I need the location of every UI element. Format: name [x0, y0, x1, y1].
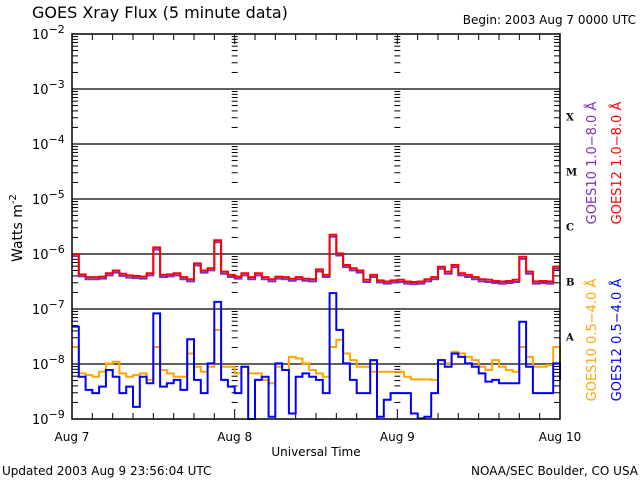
flare-class-a: A	[565, 333, 574, 344]
y-tick-exponent: −9	[49, 408, 65, 421]
y-axis-label-text: Watts m	[10, 204, 26, 262]
x-tick-label: Aug 8	[217, 430, 252, 444]
y-tick-base: 10	[32, 248, 49, 263]
legend-entry: GOES10 1.0−8.0 Å	[584, 102, 600, 225]
x-tick-label: Aug 9	[380, 430, 415, 444]
flare-class-x: X	[566, 113, 574, 124]
y-tick-base: 10	[32, 83, 49, 98]
legend-entry: GOES12 0.5−4.0 Å	[609, 279, 625, 402]
y-tick-exponent: −3	[49, 78, 65, 91]
x-tick-label: Aug 10	[539, 430, 582, 444]
y-tick-base: 10	[32, 28, 49, 43]
y-tick-label: 10−7	[32, 298, 65, 318]
y-tick-label: 10−5	[32, 188, 65, 208]
plot-frame	[71, 33, 561, 420]
axis-ticks	[72, 34, 560, 420]
grid-lines	[72, 88, 560, 365]
y-tick-exponent: −4	[49, 133, 65, 146]
begin-time: Begin: 2003 Aug 7 0000 UTC	[463, 13, 636, 27]
flare-class-c: C	[566, 223, 574, 234]
data-source: NOAA/SEC Boulder, CO USA	[471, 464, 639, 478]
y-tick-exponent: −5	[49, 188, 65, 201]
y-tick-labels: 10−210−310−410−510−610−710−810−9	[32, 23, 65, 428]
y-tick-label: 10−8	[32, 353, 65, 373]
y-tick-exponent: −7	[49, 298, 65, 311]
x-tick-label: Aug 7	[55, 430, 90, 444]
y-tick-base: 10	[32, 138, 49, 153]
y-tick-exponent: −6	[49, 243, 65, 256]
y-tick-exponent: −2	[49, 23, 65, 36]
x-axis-label: Universal Time	[271, 445, 360, 459]
svg-text:Watts m-2: Watts m-2	[8, 194, 26, 262]
chart-title: GOES Xray Flux (5 minute data)	[32, 3, 288, 22]
flare-class-b: B	[566, 278, 574, 289]
y-tick-label: 10−2	[32, 23, 65, 43]
updated-timestamp: Updated 2003 Aug 9 23:56:04 UTC	[2, 464, 211, 478]
flare-class-labels: X M C B A	[565, 113, 577, 344]
y-tick-base: 10	[32, 303, 49, 318]
flare-class-m: M	[566, 168, 577, 179]
y-tick-label: 10−9	[32, 408, 65, 428]
y-tick-label: 10−6	[32, 243, 65, 263]
legend: GOES10 1.0−8.0 Å GOES12 1.0−8.0 Å GOES10 0…	[584, 102, 625, 402]
series-lines	[72, 233, 561, 420]
legend-entry: GOES12 1.0−8.0 Å	[609, 102, 625, 225]
y-tick-base: 10	[32, 413, 49, 428]
series-line-goes12-1-0-8-0-	[72, 233, 560, 283]
y-tick-label: 10−3	[32, 78, 65, 98]
series-line-goes10-0-5-4-0-	[72, 328, 561, 385]
x-tick-labels: Aug 7 Aug 8 Aug 9 Aug 10	[55, 430, 582, 444]
y-tick-base: 10	[32, 358, 49, 373]
y-tick-base: 10	[32, 193, 49, 208]
y-tick-exponent: −8	[49, 353, 65, 366]
y-tick-label: 10−4	[32, 133, 65, 153]
y-axis-label: Watts m-2	[8, 194, 26, 262]
legend-entry: GOES10 0.5−4.0 Å	[584, 279, 600, 402]
y-axis-label-sup: -2	[8, 194, 19, 204]
series-line-goes12-0-5-4-0-	[72, 292, 561, 420]
